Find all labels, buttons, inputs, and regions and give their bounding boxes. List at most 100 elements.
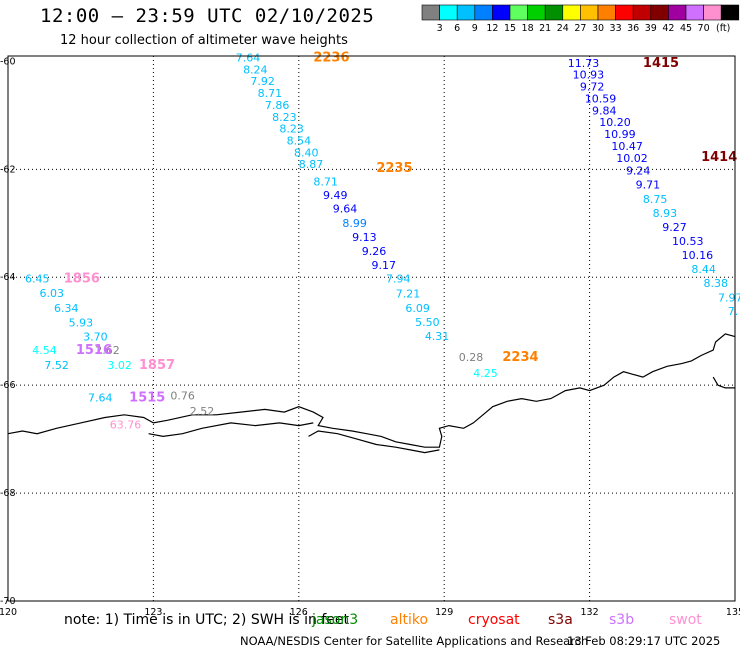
wave-height-value: 9.72 xyxy=(580,81,605,94)
x-tick-label: 120 xyxy=(0,607,17,618)
legend-swatch xyxy=(474,4,493,21)
wave-height-value: 9.84 xyxy=(592,104,617,117)
pass-time-label: 2234 xyxy=(502,350,538,365)
wave-height-value: 10.53 xyxy=(672,235,704,248)
wave-height-value: 7.86 xyxy=(265,99,290,112)
wave-height-value: 63.76 xyxy=(110,418,142,431)
wave-height-value: 6.45 xyxy=(25,273,50,286)
page-title: 12:00 — 23:59 UTC 02/10/2025 xyxy=(40,5,375,27)
legend-swatch xyxy=(720,4,740,21)
legend-swatch xyxy=(492,4,511,21)
coastline-segment xyxy=(148,422,314,438)
legend-tick-label: 27 xyxy=(574,23,586,34)
wave-height-value: 10.59 xyxy=(585,92,617,105)
credit-line: NOAA/NESDIS Center for Satellite Applica… xyxy=(240,634,589,648)
legend-tick-label: 21 xyxy=(539,23,551,34)
wave-height-value: 9.49 xyxy=(323,189,348,202)
wave-height-value: 9.24 xyxy=(626,165,651,178)
coastline-segment xyxy=(308,430,440,454)
wave-height-value: 10.99 xyxy=(604,128,636,141)
legend-swatch xyxy=(632,4,652,21)
legend-swatch xyxy=(615,4,634,21)
legend-tick-label: 12 xyxy=(486,23,498,34)
legend-swatch xyxy=(421,4,440,21)
satellite-label-s3b: s3b xyxy=(609,612,635,628)
wave-height-value: 5.93 xyxy=(69,316,94,329)
wave-height-value: 7.92 xyxy=(250,75,274,88)
color-legend: 3 6 9 12 15 18 21 24 27 30 33 36 39 42 45 70 (ft) xyxy=(421,4,740,34)
legend-swatch xyxy=(544,4,564,21)
satellite-passes: 7.648.247.928.717.868.238.238.548.408.87… xyxy=(25,50,740,431)
x-tick-label: 135 xyxy=(726,607,740,618)
wave-height-value: 3.70 xyxy=(83,330,108,343)
wave-height-value: 2.62 xyxy=(95,344,120,357)
pass-time-label: 1857 xyxy=(139,358,175,373)
wave-height-value: 8.54 xyxy=(287,134,312,147)
legend-tick-label: 39 xyxy=(645,23,657,34)
legend-tick-label: 33 xyxy=(610,23,622,34)
wave-height-value: 9.13 xyxy=(352,231,377,244)
legend-tick-label: 70 xyxy=(698,23,710,34)
legend-swatch xyxy=(527,4,546,21)
legend-tick-label: 36 xyxy=(627,23,639,34)
map-frame xyxy=(7,55,736,602)
wave-height-value: 4.25 xyxy=(473,367,498,380)
wave-height-value: 8.99 xyxy=(342,217,367,230)
legend-tick-label: 3 xyxy=(437,23,443,34)
x-tick-label: 132 xyxy=(581,607,599,618)
wave-height-value: 8.40 xyxy=(294,146,319,159)
legend-swatch xyxy=(597,4,616,21)
wave-height-value: 5.50 xyxy=(415,316,440,329)
wave-height-value: 6.03 xyxy=(40,287,65,300)
wave-height-value: 10.47 xyxy=(611,140,643,153)
wave-height-value: 7.64 xyxy=(88,391,113,404)
x-tick-label: 123 xyxy=(144,607,162,618)
wave-height-value: 10.02 xyxy=(616,152,648,165)
legend-tick-label: 30 xyxy=(592,23,604,34)
wave-height-value: 9.17 xyxy=(372,259,397,272)
graticule xyxy=(8,56,735,601)
x-tick-label: 129 xyxy=(435,607,453,618)
wave-height-value: 8.93 xyxy=(653,207,678,220)
wave-height-value: 7. xyxy=(728,305,739,318)
pass-time-label: 2235 xyxy=(376,161,412,176)
satellite-label-cryosat: cryosat xyxy=(468,612,520,628)
satellite-label-s3a: s3a xyxy=(548,612,573,628)
wave-height-value: 8.71 xyxy=(258,87,283,100)
wave-height-value: 8.87 xyxy=(299,158,324,171)
wave-height-value: 10.20 xyxy=(599,116,631,129)
legend-swatch xyxy=(668,4,687,21)
legend-swatch xyxy=(456,4,476,21)
coastline-segment xyxy=(7,333,736,448)
legend-tick-label: 9 xyxy=(472,23,478,34)
wave-height-value: 6.34 xyxy=(54,302,79,315)
wave-height-value: 7.21 xyxy=(396,288,421,301)
wave-height-value: 8.44 xyxy=(691,263,716,276)
wave-height-value: 10.93 xyxy=(573,69,605,82)
coastline-segment xyxy=(712,376,735,389)
wave-height-value: 6.09 xyxy=(405,302,430,315)
wave-height-value: 0.76 xyxy=(170,390,195,403)
pass-time-label: 1515 xyxy=(129,390,165,405)
wave-height-value: 4.54 xyxy=(32,344,57,357)
legend-tick-label: 24 xyxy=(557,23,569,34)
pass-time-label: 1856 xyxy=(64,272,100,287)
coastline xyxy=(7,333,736,454)
wave-height-value: 7.94 xyxy=(386,273,411,286)
wave-height-value: 8.75 xyxy=(643,193,668,206)
wave-height-value: 11.73 xyxy=(568,57,600,70)
pass-time-label: 1516 xyxy=(76,343,112,358)
wave-height-value: 9.71 xyxy=(636,179,661,192)
legend-swatch xyxy=(685,4,704,21)
wave-height-value: 8.38 xyxy=(703,277,728,290)
wave-height-value: 7.52 xyxy=(44,359,69,372)
legend-unit-label: (ft) xyxy=(716,23,730,34)
wave-height-value: 8.71 xyxy=(313,176,338,189)
pass-time-label: 2236 xyxy=(313,50,349,65)
wave-height-value: 0.28 xyxy=(459,351,484,364)
wave-height-value: 9.27 xyxy=(662,221,687,234)
legend-swatch xyxy=(703,4,722,21)
wave-height-value: 8.24 xyxy=(243,63,268,76)
wave-height-value: 7.64 xyxy=(236,51,261,64)
